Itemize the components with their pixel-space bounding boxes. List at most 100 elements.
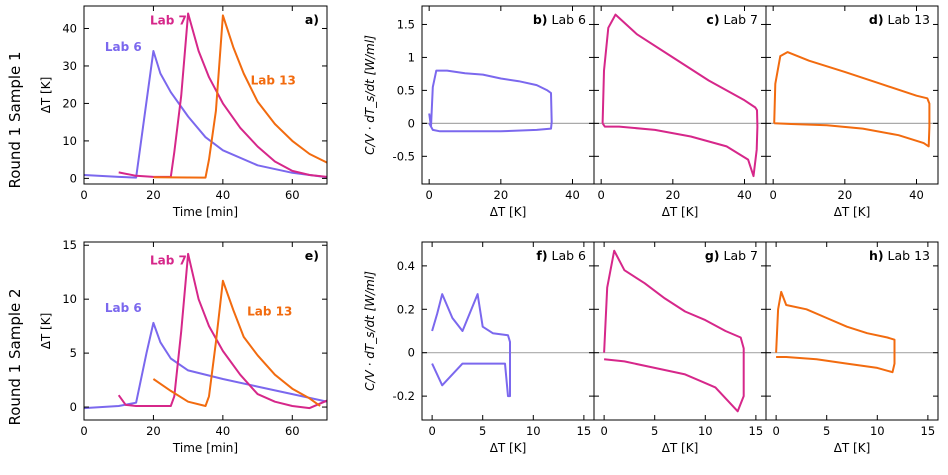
x-tick-label: 40 xyxy=(909,188,924,202)
series-label: Lab 13 xyxy=(247,304,292,318)
series-line-lab6 xyxy=(428,69,553,133)
y-tick-label: -0.2 xyxy=(393,389,415,403)
y-tick-label: 40 xyxy=(62,21,77,35)
axes-frame xyxy=(421,5,595,185)
panel-a: 0 20 40 60 0 10 20 30 40 Time [min] ΔT [K] a) xyxy=(39,5,328,219)
x-axis-label: ΔT [K] xyxy=(834,205,871,219)
series-line-lab-6 xyxy=(84,321,327,410)
panel-title: Lab 6 xyxy=(548,248,587,263)
y-axis-label: C/V · dT_s/dt [W/ml] xyxy=(363,35,377,155)
y-tick-label: 0 xyxy=(408,116,415,130)
x-axis-label: Time [min] xyxy=(172,441,238,455)
series-line-lab7 xyxy=(601,13,759,178)
x-axis-label: ΔT [K] xyxy=(490,441,527,455)
x-tick-label: 5 xyxy=(823,424,830,438)
panel-b: 0 20 40 -0.5 0 0.5 1 1.5 ΔT [K] C/V · dT_s/dt [W/… xyxy=(363,5,595,219)
series-line-lab-13 xyxy=(152,279,321,407)
x-tick-label: 0 xyxy=(600,424,607,438)
axes-frame xyxy=(83,5,328,185)
x-axis-label: ΔT [K] xyxy=(662,205,699,219)
y-tick-label: 10 xyxy=(62,134,77,148)
row-label-1: Round 1 Sample 1 xyxy=(6,51,24,188)
y-tick-label: 0.4 xyxy=(397,259,415,273)
panel-letter: c) xyxy=(706,12,719,27)
axes-frame xyxy=(593,5,767,185)
x-tick-label: 20 xyxy=(494,188,509,202)
x-tick-label: 0 xyxy=(80,188,87,202)
panel-letter: g) xyxy=(705,248,720,263)
y-tick-label: -0.5 xyxy=(393,149,415,163)
y-tick-label: 10 xyxy=(62,292,77,306)
panel-label: d) Lab 13 xyxy=(869,12,930,27)
x-tick-label: 40 xyxy=(216,424,231,438)
panel-label: f) Lab 6 xyxy=(536,248,586,263)
series-line-lab-7 xyxy=(117,252,327,410)
series-label: Lab 7 xyxy=(150,254,187,268)
y-tick-label: 0 xyxy=(70,400,77,414)
series-label: Lab 13 xyxy=(251,74,296,88)
series-line-lab13 xyxy=(773,51,931,148)
series-line-lab7 xyxy=(603,249,745,413)
series-line-lab13 xyxy=(775,290,896,374)
x-tick-label: 0 xyxy=(772,424,779,438)
y-axis-label: ΔT [K] xyxy=(39,77,53,114)
y-tick-label: 0.5 xyxy=(397,83,415,97)
panel-label: h) Lab 13 xyxy=(869,248,930,263)
panel-title: Lab 13 xyxy=(884,12,930,27)
panel-f: 0 5 10 15 -0.2 0 0.2 0.4 ΔT [K] C/V · dT_s/dt [W/… xyxy=(363,241,595,455)
x-tick-label: 0 xyxy=(598,188,605,202)
x-tick-label: 5 xyxy=(651,424,658,438)
panel-title: Lab 6 xyxy=(548,12,587,27)
x-tick-label: 15 xyxy=(921,424,936,438)
panel-title: Lab 7 xyxy=(720,248,758,263)
panel-letter: e) xyxy=(305,248,319,263)
x-tick-label: 10 xyxy=(698,424,713,438)
x-tick-label: 15 xyxy=(577,424,592,438)
panel-h: 0 5 10 15 ΔT [K] h) Lab 13 xyxy=(765,241,939,455)
y-axis-label: ΔT [K] xyxy=(39,313,53,350)
y-tick-label: 15 xyxy=(62,238,77,252)
y-tick-label: 0 xyxy=(408,346,415,360)
x-tick-label: 10 xyxy=(870,424,885,438)
panel-label: c) Lab 7 xyxy=(706,12,758,27)
x-tick-label: 20 xyxy=(146,424,161,438)
x-tick-label: 40 xyxy=(216,188,231,202)
x-tick-label: 0 xyxy=(426,188,433,202)
panel-d: 0 20 40 ΔT [K] d) Lab 13 xyxy=(765,5,939,219)
y-tick-label: 1 xyxy=(408,50,415,64)
x-axis-label: ΔT [K] xyxy=(662,441,699,455)
x-tick-label: 40 xyxy=(565,188,580,202)
series-label: Lab 7 xyxy=(150,14,187,28)
x-tick-label: 60 xyxy=(285,188,300,202)
panel-letter: h) xyxy=(869,248,884,263)
x-axis-label: ΔT [K] xyxy=(834,441,871,455)
x-tick-label: 10 xyxy=(526,424,541,438)
series-line-lab-7 xyxy=(118,12,327,178)
x-tick-label: 5 xyxy=(479,424,486,438)
x-tick-label: 15 xyxy=(749,424,764,438)
axes-frame xyxy=(765,5,939,185)
x-tick-label: 0 xyxy=(428,424,435,438)
panel-e: 0 20 40 60 0 5 10 15 Time [min] ΔT [K] e) xyxy=(39,238,328,455)
axes-frame xyxy=(765,241,939,421)
y-tick-label: 0.2 xyxy=(397,302,415,316)
y-tick-label: 0 xyxy=(70,171,77,185)
panel-label: g) Lab 7 xyxy=(705,248,758,263)
series-label: Lab 6 xyxy=(105,40,142,54)
series-line-lab-13 xyxy=(153,14,327,179)
panel-c: 0 20 40 ΔT [K] c) Lab 7 xyxy=(593,5,767,219)
panel-letter: f) xyxy=(536,248,547,263)
panel-label: e) xyxy=(305,248,319,263)
panel-title: Lab 13 xyxy=(884,248,930,263)
y-tick-label: 5 xyxy=(70,346,77,360)
axes-frame xyxy=(83,241,328,421)
y-axis-label: C/V · dT_s/dt [W/ml] xyxy=(363,271,377,391)
x-tick-label: 20 xyxy=(666,188,681,202)
y-tick-label: 1.5 xyxy=(397,17,415,31)
panel-letter: b) xyxy=(533,12,548,27)
panel-g: 0 5 10 15 ΔT [K] g) Lab 7 xyxy=(593,241,767,455)
panel-letter: d) xyxy=(869,12,884,27)
x-tick-label: 0 xyxy=(80,424,87,438)
